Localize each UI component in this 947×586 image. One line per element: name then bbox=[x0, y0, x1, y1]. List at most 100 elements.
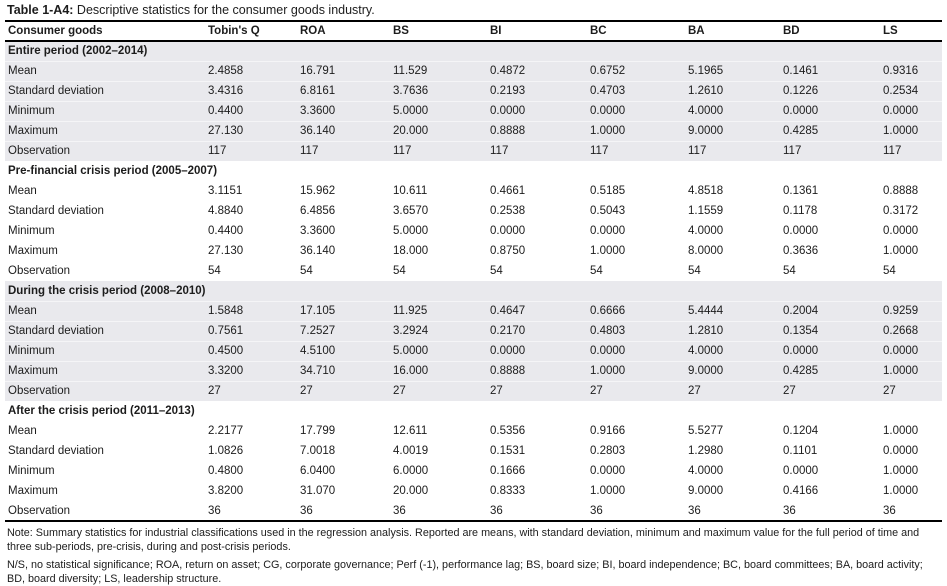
cell-value: 0.4400 bbox=[205, 101, 297, 122]
note-summary: Note: Summary statistics for industrial … bbox=[7, 527, 920, 553]
table-row: Observation 27 27 27 27 27 27 27 27 bbox=[5, 381, 942, 401]
cell-value: 0.4803 bbox=[587, 321, 685, 342]
row-label: Standard deviation bbox=[8, 445, 104, 457]
cell-value: 0.0000 bbox=[883, 225, 919, 237]
cell-value: 54 bbox=[300, 265, 313, 277]
cell-value: 54 bbox=[883, 265, 896, 277]
cell-value: 0.0000 bbox=[880, 341, 942, 362]
cell-value: 1.1559 bbox=[688, 205, 724, 217]
cell-value: 36 bbox=[300, 504, 313, 517]
cell-value: 0.4872 bbox=[487, 61, 587, 82]
descriptive-statistics-table: Consumer goods Tobin's Q ROA BS BI BC BA BD LS E… bbox=[5, 20, 942, 522]
section-header-row: Pre-financial crisis period (2005–2007) bbox=[5, 161, 942, 181]
cell-value: 0.1531 bbox=[490, 445, 526, 457]
cell-value: 0.5185 bbox=[590, 185, 626, 197]
cell-value: 27 bbox=[688, 385, 701, 398]
cell-value: 0.0000 bbox=[587, 101, 685, 122]
cell-value: 1.0000 bbox=[883, 425, 919, 437]
cell-value: 117 bbox=[300, 145, 319, 158]
table-row: Maximum 27.130 36.140 18.000 0.8750 1.0000 8.0… bbox=[5, 241, 942, 261]
cell-value: 0.0000 bbox=[590, 465, 626, 477]
cell-value: 4.5100 bbox=[297, 341, 390, 362]
cell-value: 27.130 bbox=[205, 121, 297, 142]
cell-value: 0.2534 bbox=[880, 81, 942, 102]
cell-value: 54 bbox=[490, 265, 503, 277]
cell-value: 6.0000 bbox=[393, 465, 429, 477]
table-row: Standard deviation 1.0826 7.0018 4.0019 0.15… bbox=[5, 441, 942, 461]
cell-value: 0.9316 bbox=[880, 61, 942, 82]
cell-value: 0.2538 bbox=[490, 205, 526, 217]
cell-value: 0.0000 bbox=[487, 341, 587, 362]
table-row: Minimum 0.4400 3.3600 5.0000 0.0000 0.0000 4.0… bbox=[5, 221, 942, 241]
cell-value: 0.7561 bbox=[205, 321, 297, 342]
cell-value: 10.611 bbox=[393, 185, 428, 197]
cell-value: 0.9259 bbox=[880, 301, 942, 322]
cell-value: 1.0000 bbox=[883, 245, 919, 257]
row-label: Maximum bbox=[5, 121, 205, 142]
cell-value: 34.710 bbox=[297, 361, 390, 382]
cell-value: 1.0000 bbox=[883, 465, 919, 477]
cell-value: 0.4800 bbox=[208, 465, 244, 477]
table-row: Mean 1.5848 17.105 11.925 0.4647 0.6666 5.4444… bbox=[5, 301, 942, 322]
cell-value: 0.8888 bbox=[487, 361, 587, 382]
section-title: After the crisis period (2011–2013) bbox=[8, 405, 195, 417]
row-label: Mean bbox=[5, 61, 205, 82]
column-header: ROA bbox=[297, 21, 390, 42]
cell-value: 3.2924 bbox=[390, 321, 487, 342]
cell-value: 0.4647 bbox=[487, 301, 587, 322]
cell-value: 3.3200 bbox=[205, 361, 297, 382]
cell-value: 8.0000 bbox=[688, 245, 724, 257]
cell-value: 16.791 bbox=[297, 61, 390, 82]
cell-value: 0.4166 bbox=[783, 485, 819, 497]
cell-value: 27 bbox=[393, 385, 406, 398]
row-label: Maximum bbox=[5, 361, 205, 382]
cell-value: 0.0000 bbox=[590, 225, 626, 237]
cell-value: 3.6570 bbox=[393, 205, 429, 217]
cell-value: 0.1178 bbox=[783, 205, 818, 217]
table-row: Observation 54 54 54 54 54 54 54 54 bbox=[5, 261, 942, 281]
cell-value: 3.1151 bbox=[208, 185, 243, 197]
cell-value: 0.0000 bbox=[783, 225, 819, 237]
cell-value: 9.0000 bbox=[685, 121, 780, 142]
cell-value: 117 bbox=[393, 145, 412, 158]
table-row: Standard deviation 4.8840 6.4856 3.6570 0.25… bbox=[5, 201, 942, 221]
cell-value: 0.1666 bbox=[490, 465, 526, 477]
cell-value: 5.5277 bbox=[688, 425, 724, 437]
cell-value: 36 bbox=[490, 504, 503, 517]
cell-value: 17.105 bbox=[297, 301, 390, 322]
cell-value: 0.6752 bbox=[587, 61, 685, 82]
section-title: Pre-financial crisis period (2005–2007) bbox=[8, 165, 218, 177]
table-row: Maximum 27.130 36.140 20.000 0.8888 1.0000 9.0… bbox=[5, 121, 942, 142]
table-row: Maximum 3.8200 31.070 20.000 0.8333 1.0000 9.0… bbox=[5, 481, 942, 501]
cell-value: 9.0000 bbox=[688, 485, 724, 497]
column-header: BD bbox=[780, 21, 880, 42]
cell-value: 0.0000 bbox=[883, 445, 919, 457]
row-label: Observation bbox=[8, 145, 71, 158]
cell-value: 9.0000 bbox=[685, 361, 780, 382]
cell-value: 0.0000 bbox=[783, 465, 819, 477]
cell-value: 4.8840 bbox=[208, 205, 244, 217]
row-label: Observation bbox=[8, 385, 71, 398]
cell-value: 4.0000 bbox=[685, 341, 780, 362]
cell-value: 0.4500 bbox=[205, 341, 297, 362]
cell-value: 0.0000 bbox=[780, 341, 880, 362]
cell-value: 4.0000 bbox=[685, 101, 780, 122]
cell-value: 0.1361 bbox=[783, 185, 819, 197]
cell-value: 0.1354 bbox=[780, 321, 880, 342]
cell-value: 0.2004 bbox=[780, 301, 880, 322]
cell-value: 6.4856 bbox=[300, 205, 336, 217]
table-row: Observation 36 36 36 36 36 36 36 36 bbox=[5, 501, 942, 521]
cell-value: 0.5356 bbox=[490, 425, 526, 437]
cell-value: 4.0019 bbox=[393, 445, 429, 457]
cell-value: 0.1226 bbox=[780, 81, 880, 102]
table-title-label: Table 1-A4: bbox=[7, 3, 74, 17]
cell-value: 54 bbox=[590, 265, 603, 277]
cell-value: 117 bbox=[783, 145, 802, 158]
cell-value: 0.4661 bbox=[490, 185, 526, 197]
column-header-row: Consumer goods Tobin's Q ROA BS BI BC BA BD LS bbox=[5, 21, 942, 42]
cell-value: 27 bbox=[300, 385, 313, 398]
column-header: BS bbox=[390, 21, 487, 42]
cell-value: 0.3172 bbox=[883, 205, 919, 217]
cell-value: 27 bbox=[883, 385, 896, 398]
